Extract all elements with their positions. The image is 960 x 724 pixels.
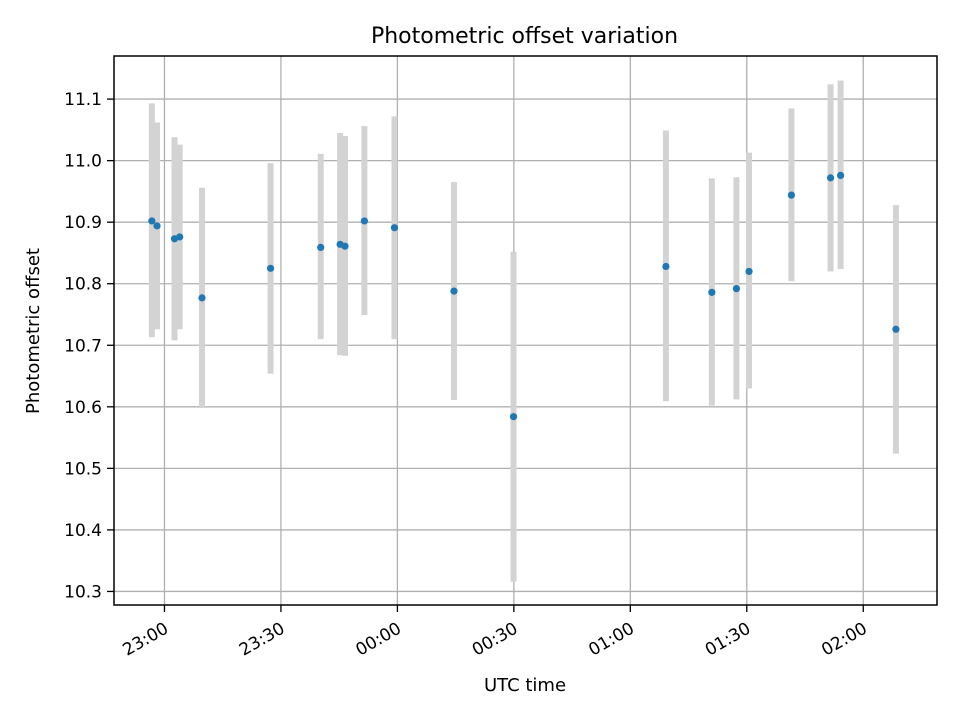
data-point [662, 262, 670, 271]
data-point [708, 288, 716, 296]
y-axis-label: Photometric offset [23, 248, 44, 414]
data-points [148, 171, 900, 421]
y-tick-label: 10.8 [64, 275, 102, 295]
y-tick-label: 10.7 [64, 336, 102, 356]
y-tick-label: 11.0 [64, 152, 102, 172]
error-bars [148, 80, 899, 582]
grid-lines [114, 56, 937, 605]
chart-title: Photometric offset variation [371, 24, 678, 49]
y-tick-label: 10.3 [64, 582, 102, 602]
data-point [509, 413, 518, 421]
y-tick-label: 10.4 [64, 521, 102, 541]
data-point [826, 174, 835, 182]
data-point [153, 222, 161, 230]
data-point [176, 233, 184, 241]
x-tick-label: 00:30 [469, 619, 521, 661]
y-tick-label: 10.6 [64, 398, 102, 418]
x-tick-label: 02:00 [818, 619, 870, 661]
y-tick-label: 11.1 [64, 90, 102, 110]
x-tick-label: 23:00 [120, 619, 172, 661]
x-tick-label: 23:30 [236, 619, 288, 661]
data-point [450, 287, 458, 295]
x-tick-label: 01:30 [702, 619, 754, 661]
data-point [836, 171, 845, 180]
data-point [317, 243, 325, 252]
y-tick-label: 10.5 [64, 459, 102, 479]
x-tick-label: 00:00 [352, 619, 404, 661]
data-point [266, 264, 275, 272]
y-tick-label: 10.9 [64, 213, 102, 233]
data-point [198, 294, 206, 302]
plot-frame [113, 55, 938, 606]
data-point [892, 325, 900, 333]
x-tick-label: 01:00 [585, 619, 637, 661]
data-point [745, 267, 753, 276]
data-point [787, 191, 796, 199]
data-point [148, 217, 156, 225]
data-point [341, 242, 349, 250]
data-point [732, 285, 741, 293]
data-point [390, 224, 399, 232]
data-point [360, 217, 368, 225]
x-axis-label: UTC time [484, 675, 566, 696]
